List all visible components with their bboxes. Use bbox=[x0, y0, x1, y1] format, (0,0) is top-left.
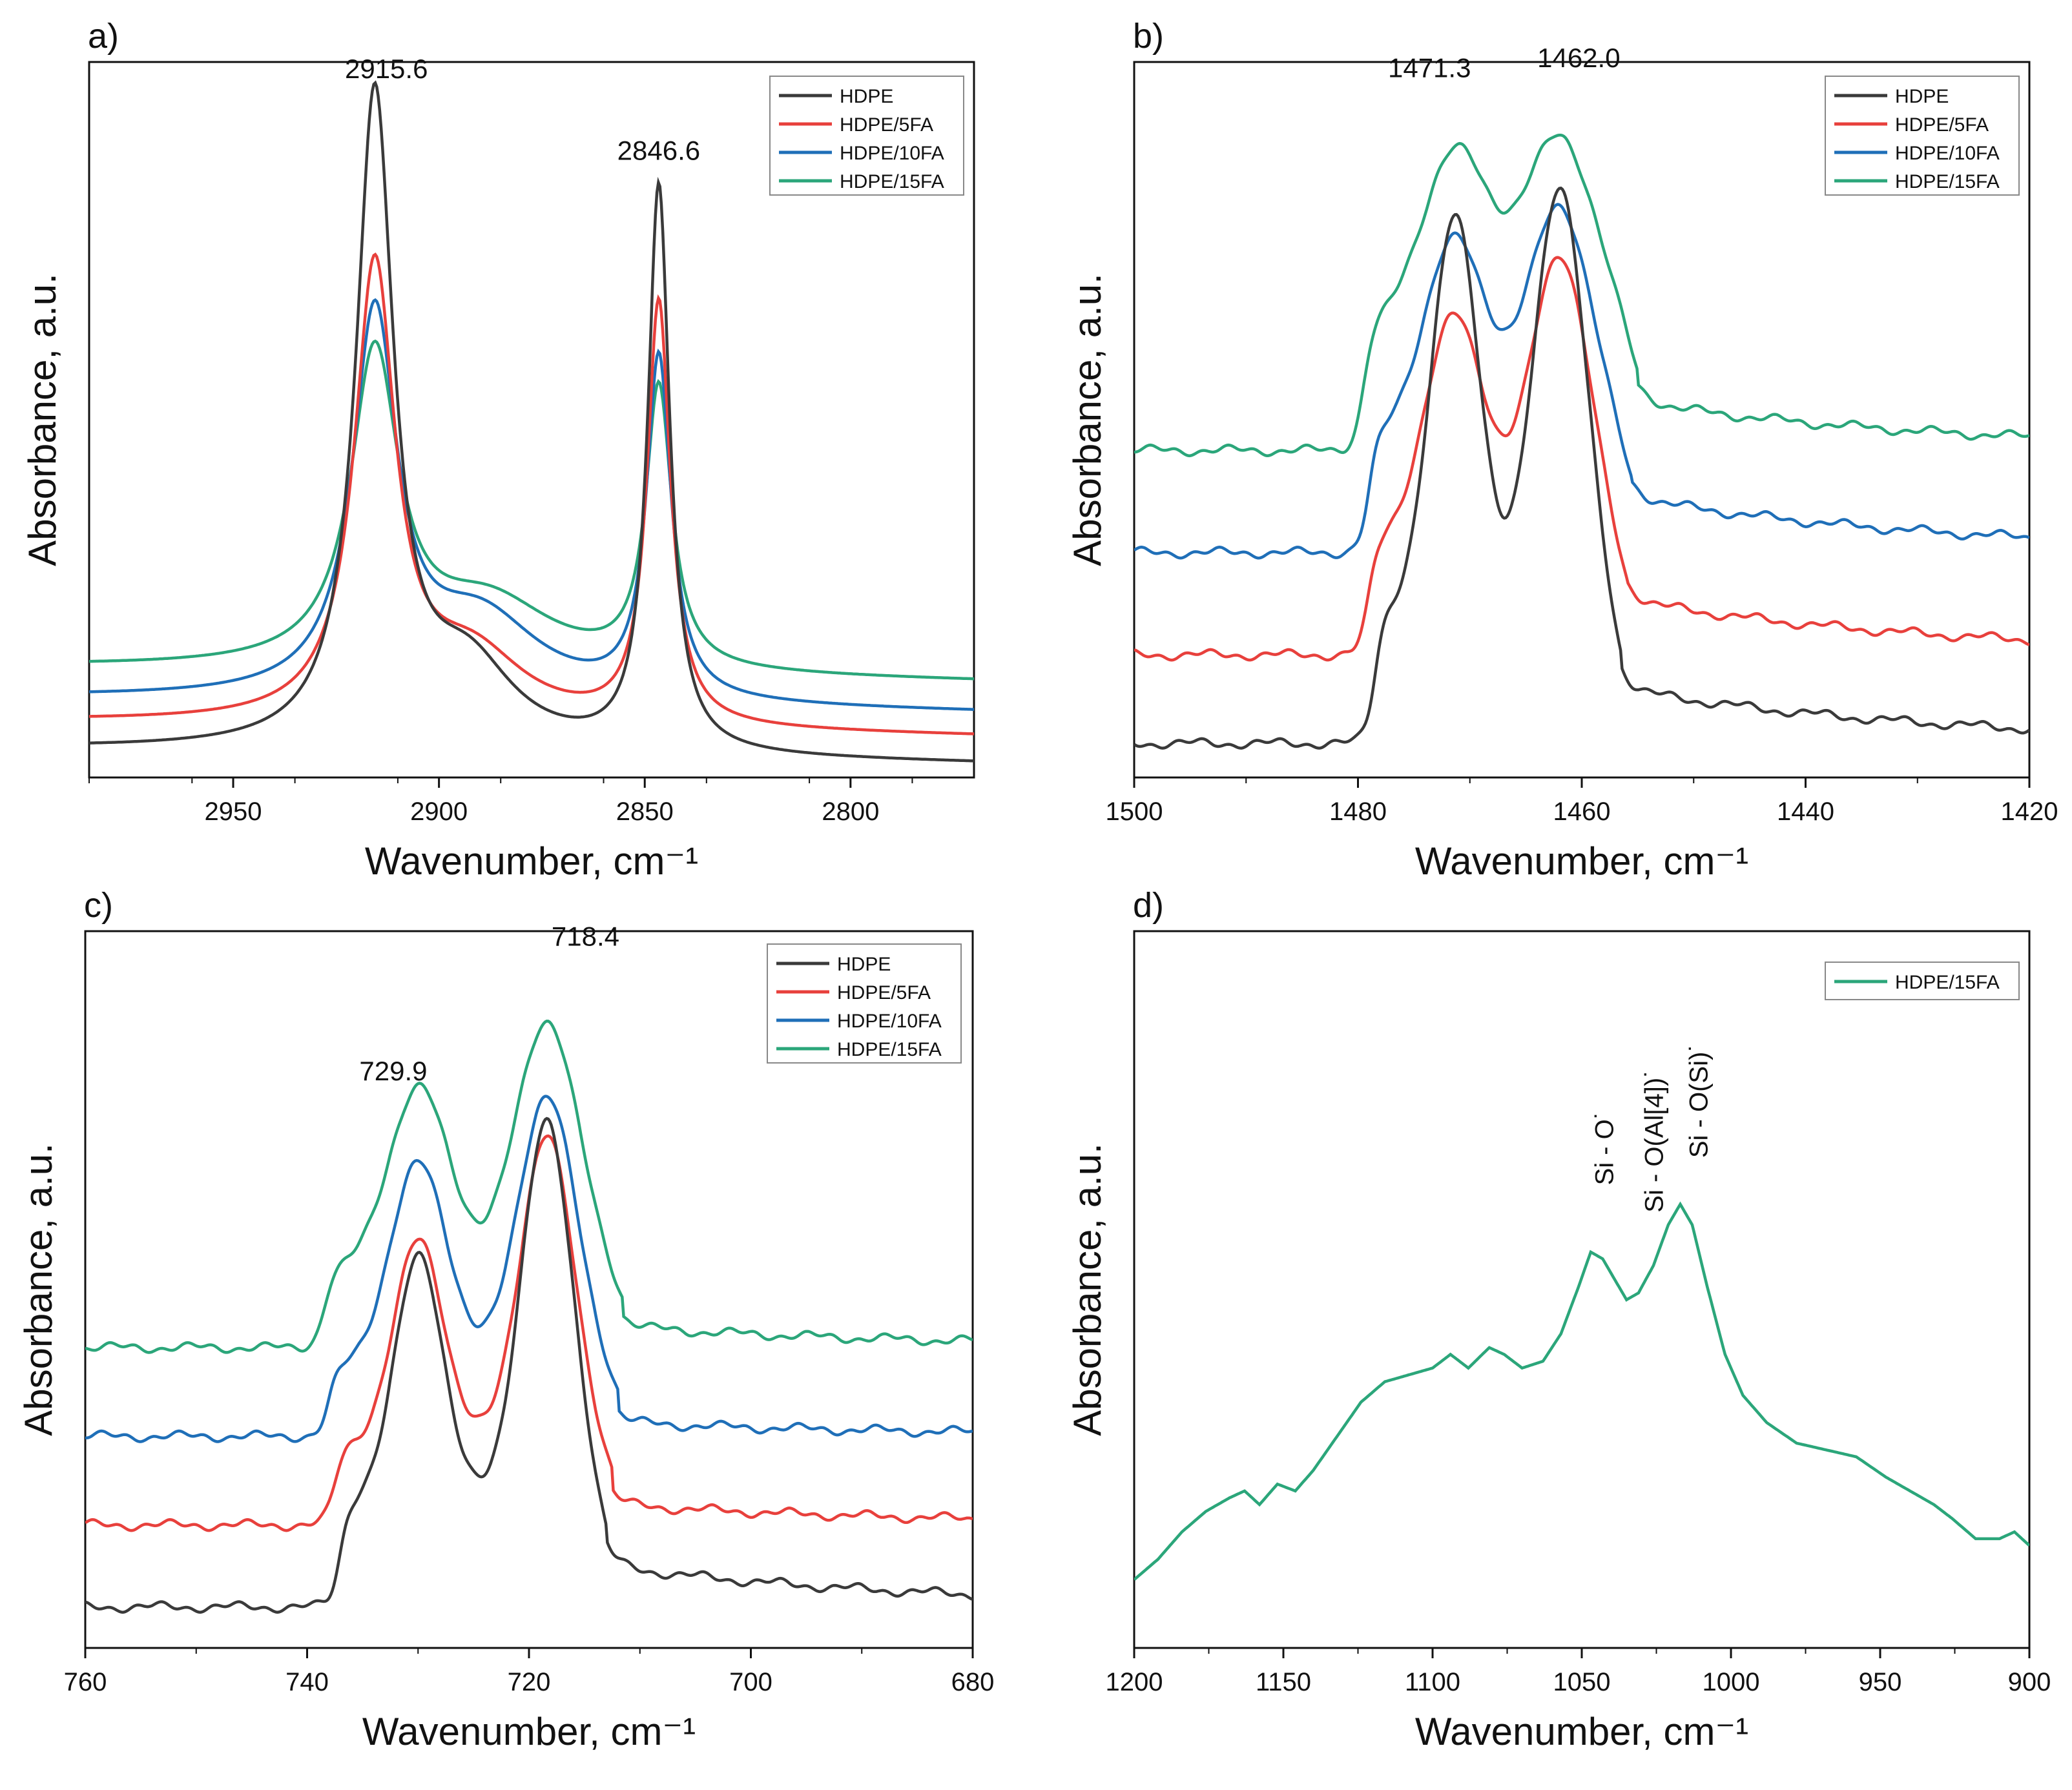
x-tick-label: 2950 bbox=[205, 797, 262, 826]
legend-label: HDPE/10FA bbox=[840, 143, 944, 164]
x-axis-label: Wavenumber, cm⁻¹ bbox=[362, 1710, 696, 1753]
y-axis-label: Absorbance, a.u. bbox=[1066, 273, 1109, 566]
series-line-hdpe-10fa bbox=[89, 298, 974, 711]
x-tick-label: 2900 bbox=[410, 797, 468, 826]
series-line-hdpe-15fa bbox=[1134, 133, 2029, 458]
peak-annotation: 2915.6 bbox=[345, 54, 428, 84]
panel-label: c) bbox=[84, 886, 113, 925]
peak-annotation: 2846.6 bbox=[617, 135, 700, 165]
series-line-hdpe-15fa bbox=[85, 1020, 973, 1354]
legend-label: HDPE/15FA bbox=[1895, 171, 2000, 192]
x-tick-label: 900 bbox=[2008, 1668, 2051, 1696]
x-tick-label: 1420 bbox=[2001, 797, 2058, 826]
chart-panel-2: b) 1500 1480 1460 1440 1420 Wavenumber, cm⁻¹ Ab… bbox=[1066, 17, 2058, 883]
chart-panel-4: d) 1200 1150 1100 1050 1000 950 900 Wavenumber, … bbox=[1066, 886, 2051, 1753]
x-axis-label: Wavenumber, cm⁻¹ bbox=[1415, 1710, 1748, 1753]
y-axis-label: Absorbance, a.u. bbox=[21, 273, 64, 566]
x-tick-label: 740 bbox=[285, 1668, 329, 1696]
x-tick-label: 1200 bbox=[1106, 1668, 1163, 1696]
series-line-hdpe bbox=[85, 1116, 973, 1614]
x-tick-label: 1500 bbox=[1106, 797, 1163, 826]
x-tick-label: 1150 bbox=[1256, 1668, 1311, 1696]
legend: HDPE HDPE/5FA HDPE/10FA HDPE/15FA bbox=[767, 943, 962, 1064]
x-tick-label: 700 bbox=[729, 1668, 772, 1696]
y-axis-label: Absorbance, a.u. bbox=[1066, 1143, 1109, 1436]
legend-label: HDPE bbox=[840, 86, 893, 107]
peak-annotation: Si - O(Al[4])˙ bbox=[1640, 1069, 1668, 1212]
x-tick-label: 720 bbox=[508, 1668, 551, 1696]
legend-label: HDPE/10FA bbox=[1895, 143, 2000, 164]
legend-label: HDPE/15FA bbox=[1895, 972, 2000, 993]
peak-annotation: 718.4 bbox=[552, 921, 619, 951]
x-tick-label: 1100 bbox=[1405, 1668, 1460, 1696]
legend-label: HDPE/15FA bbox=[837, 1039, 942, 1060]
series-line-hdpe bbox=[1134, 186, 2029, 750]
series-line-hdpe bbox=[89, 80, 974, 763]
peak-annotation: 1462.0 bbox=[1537, 43, 1620, 73]
series-line-hdpe-10fa bbox=[1134, 203, 2029, 560]
x-axis-label: Wavenumber, cm⁻¹ bbox=[1415, 839, 1748, 883]
legend: HDPE HDPE/5FA HDPE/10FA HDPE/15FA bbox=[769, 76, 964, 196]
plot-frame bbox=[88, 61, 975, 779]
legend: HDPE/15FA bbox=[1825, 962, 2020, 1000]
legend-label: HDPE bbox=[837, 954, 891, 975]
legend: HDPE HDPE/5FA HDPE/10FA HDPE/15FA bbox=[1825, 76, 2020, 196]
x-tick-label: 2800 bbox=[822, 797, 879, 826]
x-tick-label: 950 bbox=[1859, 1668, 1902, 1696]
x-tick-label: 1440 bbox=[1777, 797, 1834, 826]
x-tick-label: 1050 bbox=[1553, 1668, 1611, 1696]
plot-frame bbox=[1133, 930, 2031, 1649]
legend-label: HDPE/5FA bbox=[1895, 114, 1989, 136]
legend-label: HDPE bbox=[1895, 86, 1949, 107]
series-line-hdpe-15fa bbox=[89, 339, 974, 681]
chart-panel-1: a) 2950 2900 2850 2800 Wavenumber, cm⁻¹ Absorb… bbox=[21, 17, 975, 883]
legend-label: HDPE/15FA bbox=[840, 171, 944, 192]
peak-annotation: Si - O(Si)˙ bbox=[1685, 1043, 1714, 1158]
x-tick-label: 2850 bbox=[616, 797, 674, 826]
legend-label: HDPE/5FA bbox=[840, 114, 933, 136]
series-line-hdpe-10fa bbox=[85, 1095, 973, 1443]
x-tick-label: 1480 bbox=[1329, 797, 1387, 826]
x-tick-label: 1000 bbox=[1703, 1668, 1760, 1696]
peak-annotation: 1471.3 bbox=[1388, 52, 1471, 83]
y-axis-label: Absorbance, a.u. bbox=[17, 1143, 60, 1436]
legend-label: HDPE/10FA bbox=[837, 1011, 942, 1032]
legend-label: HDPE/5FA bbox=[837, 982, 931, 1003]
x-tick-label: 760 bbox=[64, 1668, 107, 1696]
chart-panel-3: c) 760 740 720 700 680 Wavenumber, cm⁻¹ Absorba… bbox=[17, 886, 994, 1753]
panel-label: a) bbox=[88, 17, 119, 56]
x-tick-label: 680 bbox=[951, 1668, 995, 1696]
peak-annotation: Si - O˙ bbox=[1590, 1111, 1619, 1186]
x-tick-label: 1460 bbox=[1553, 797, 1611, 826]
series-line-hdpe-15fa bbox=[1134, 1201, 2029, 1581]
panel-label: d) bbox=[1133, 886, 1164, 925]
peak-annotation: 729.9 bbox=[359, 1056, 427, 1086]
series-line-hdpe-5fa bbox=[89, 252, 974, 736]
x-axis-label: Wavenumber, cm⁻¹ bbox=[365, 839, 698, 883]
panel-label: b) bbox=[1133, 17, 1164, 56]
